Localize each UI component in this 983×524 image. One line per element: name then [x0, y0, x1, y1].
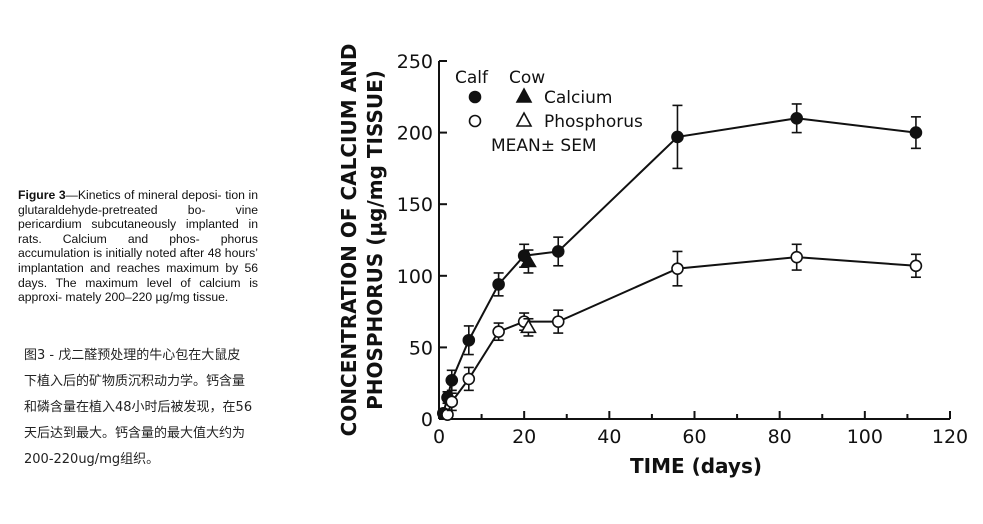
- caption-zh-line: 下植入后的矿物质沉积动力学。钙含量: [24, 374, 246, 389]
- data-point-phosphorus-calf: [441, 408, 454, 422]
- caption-line: after 48 hours’ implantation and: [18, 246, 258, 275]
- series-line-phosphorus-calf: [446, 256, 917, 416]
- figure-caption-chinese: 图3 - 戊二醛预处理的牛心包在大鼠皮 下植入后的矿物质沉积动力学。钙含量 和磷…: [24, 343, 304, 473]
- caption-line: mately 200–220 µg/mg tissue.: [65, 290, 229, 305]
- data-point-calcium-calf: [445, 374, 459, 387]
- chart-series: [436, 103, 923, 422]
- data-point-phosphorus-calf: [445, 395, 459, 409]
- data-point-calcium-calf: [790, 111, 804, 125]
- legend-header-calf: Calf: [455, 68, 489, 88]
- y-tick-label: 250: [397, 51, 433, 73]
- x-tick-label: 120: [932, 426, 968, 448]
- caption-line: —Kinetics of mineral deposi-: [65, 188, 222, 202]
- data-point-phosphorus-calf: [492, 325, 505, 338]
- data-point-calcium-calf: [671, 130, 684, 144]
- x-tick-label: 0: [433, 426, 445, 448]
- data-point-calcium-calf: [492, 278, 505, 291]
- y-tick-label: 0: [421, 409, 433, 431]
- caption-zh-line: 天后达到最大。钙含量的最大值大约为: [24, 426, 246, 441]
- data-point-calcium-cow: [520, 252, 537, 268]
- legend-marker-calf-phosphorus: [468, 114, 482, 128]
- y-tick-label: 100: [397, 266, 433, 288]
- x-tick-label: 100: [847, 426, 883, 448]
- figure-caption-english: Figure 3—Kinetics of mineral deposi- tio…: [18, 188, 258, 305]
- y-axis-label-line1: CONCENTRATION OF CALCIUM AND: [337, 44, 361, 437]
- caption-line: tion in glutaraldehyde-pretreated bo-: [18, 188, 258, 217]
- data-point-phosphorus-calf: [909, 259, 923, 273]
- x-tick-label: 20: [512, 426, 536, 448]
- data-point-phosphorus-calf: [462, 372, 476, 386]
- data-point-calcium-calf: [909, 126, 923, 139]
- x-tick-label: 40: [597, 426, 621, 448]
- caption-line: implanted in rats. Calcium and phos-: [18, 217, 259, 246]
- legend-marker-cow-calcium: [515, 87, 533, 103]
- data-point-phosphorus-calf: [671, 262, 684, 275]
- y-tick-label: 50: [409, 337, 433, 359]
- data-point-phosphorus-calf: [551, 315, 565, 328]
- x-tick-label: 80: [768, 426, 792, 448]
- legend-note-mean-sem: MEAN± SEM: [491, 136, 597, 156]
- caption-zh-line: 和磷含量在植入48小时后被发现，在56: [24, 400, 253, 415]
- caption-line: vine pericardium subcutaneously: [18, 202, 259, 232]
- data-point-phosphorus-cow: [520, 318, 537, 334]
- y-tick-label: 150: [397, 194, 433, 216]
- legend-header-cow: Cow: [509, 68, 545, 88]
- x-axis-label: TIME (days): [630, 454, 762, 478]
- caption-zh-line: 200-220ug/mg组织。: [24, 452, 160, 467]
- legend-marker-calf-calcium: [468, 90, 482, 104]
- legend-label-calcium: Calcium: [544, 88, 612, 108]
- caption-line: phorus accumulation is initially noted: [18, 231, 258, 261]
- caption-line: reaches maximum by 56 days. The: [18, 260, 259, 290]
- data-point-calcium-calf: [462, 333, 476, 347]
- chart-legend: Calf Cow Calcium Phosphorus MEAN± SEM: [455, 68, 643, 156]
- caption-line: maximum level of calcium is approxi-: [18, 275, 259, 305]
- series-phosphorus-calf: [441, 243, 923, 422]
- series-line-calcium-calf: [442, 117, 917, 414]
- figure-label: Figure 3: [18, 188, 66, 202]
- series-phosphorus-cow: [520, 317, 537, 337]
- legend-label-phosphorus: Phosphorus: [544, 112, 643, 132]
- chart-axes: 0 50 100 150 200 250 0 20 40 60 80 100 120: [397, 51, 968, 448]
- x-tick-label: 60: [682, 426, 706, 448]
- series-calcium-cow: [520, 249, 537, 274]
- y-axis-label-line2: PHOSPHORUS (µg/mg TISSUE): [363, 70, 387, 410]
- legend-marker-cow-phosphorus: [515, 111, 533, 127]
- y-tick-label: 200: [397, 123, 433, 145]
- data-point-calcium-calf: [551, 245, 565, 258]
- data-point-phosphorus-calf: [790, 250, 804, 264]
- caption-zh-line: 图3 - 戊二醛预处理的牛心包在大鼠皮: [24, 348, 241, 363]
